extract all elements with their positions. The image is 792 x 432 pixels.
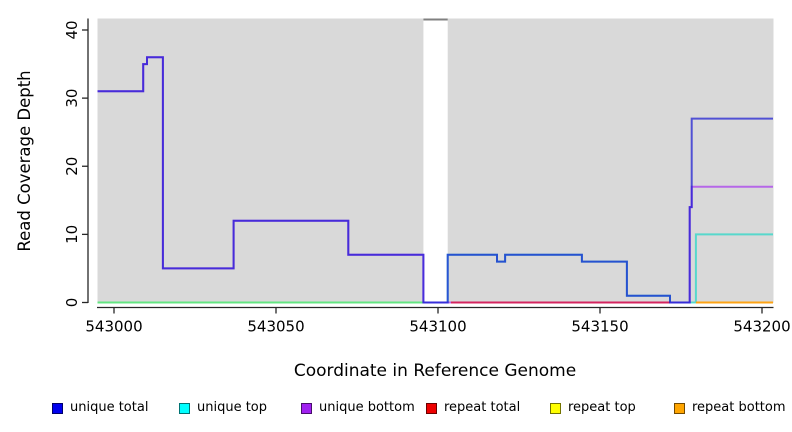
x-tick-label: 543000 <box>85 318 142 336</box>
x-tick-label: 543050 <box>247 318 304 336</box>
x-tick-label: 543100 <box>409 318 466 336</box>
legend-item-unique-total: unique total <box>52 398 148 418</box>
y-tick-label: 30 <box>63 89 81 108</box>
x-axis-title: Coordinate in Reference Genome <box>294 361 576 381</box>
legend-item-unique-bottom: unique bottom <box>301 398 415 418</box>
legend-label: unique total <box>70 400 149 415</box>
gap-band-group <box>423 18 448 303</box>
repeat-total-swatch-icon <box>426 402 437 414</box>
legend-label: repeat bottom <box>692 400 786 415</box>
y-tick-label: 0 <box>63 298 81 308</box>
legend-item-repeat-bottom: repeat bottom <box>674 398 786 418</box>
y-tick-label: 20 <box>63 157 81 176</box>
missing-data-band <box>423 18 448 303</box>
legend-label: unique top <box>197 400 268 415</box>
repeat-top-swatch-icon <box>550 402 561 414</box>
legend-label: repeat total <box>444 400 521 415</box>
x-tick-label: 543200 <box>733 318 790 336</box>
unique-top-swatch-icon <box>179 402 190 414</box>
legend-item-repeat-total: repeat total <box>426 398 520 418</box>
x-tick-label: 543150 <box>571 318 628 336</box>
axes-group: 543000 543050 543100 543150 543200 0 10 20 30 40 <box>63 18 791 336</box>
y-tick-label: 10 <box>63 225 81 244</box>
series-unique-total <box>97 56 773 304</box>
repeat-bottom-swatch-icon <box>674 402 685 414</box>
series-group <box>97 56 773 304</box>
unique-total-swatch-icon <box>52 402 63 414</box>
y-tick-label: 40 <box>63 20 81 39</box>
legend-item-repeat-top: repeat top <box>550 398 636 418</box>
legend: unique total unique top unique bottom repea… <box>0 398 792 422</box>
legend-label: unique bottom <box>319 400 415 415</box>
unique-bottom-swatch-icon <box>301 402 312 414</box>
y-axis-title: Read Coverage Depth <box>15 70 34 251</box>
legend-label: repeat top <box>568 400 636 415</box>
legend-item-unique-top: unique top <box>179 398 267 418</box>
